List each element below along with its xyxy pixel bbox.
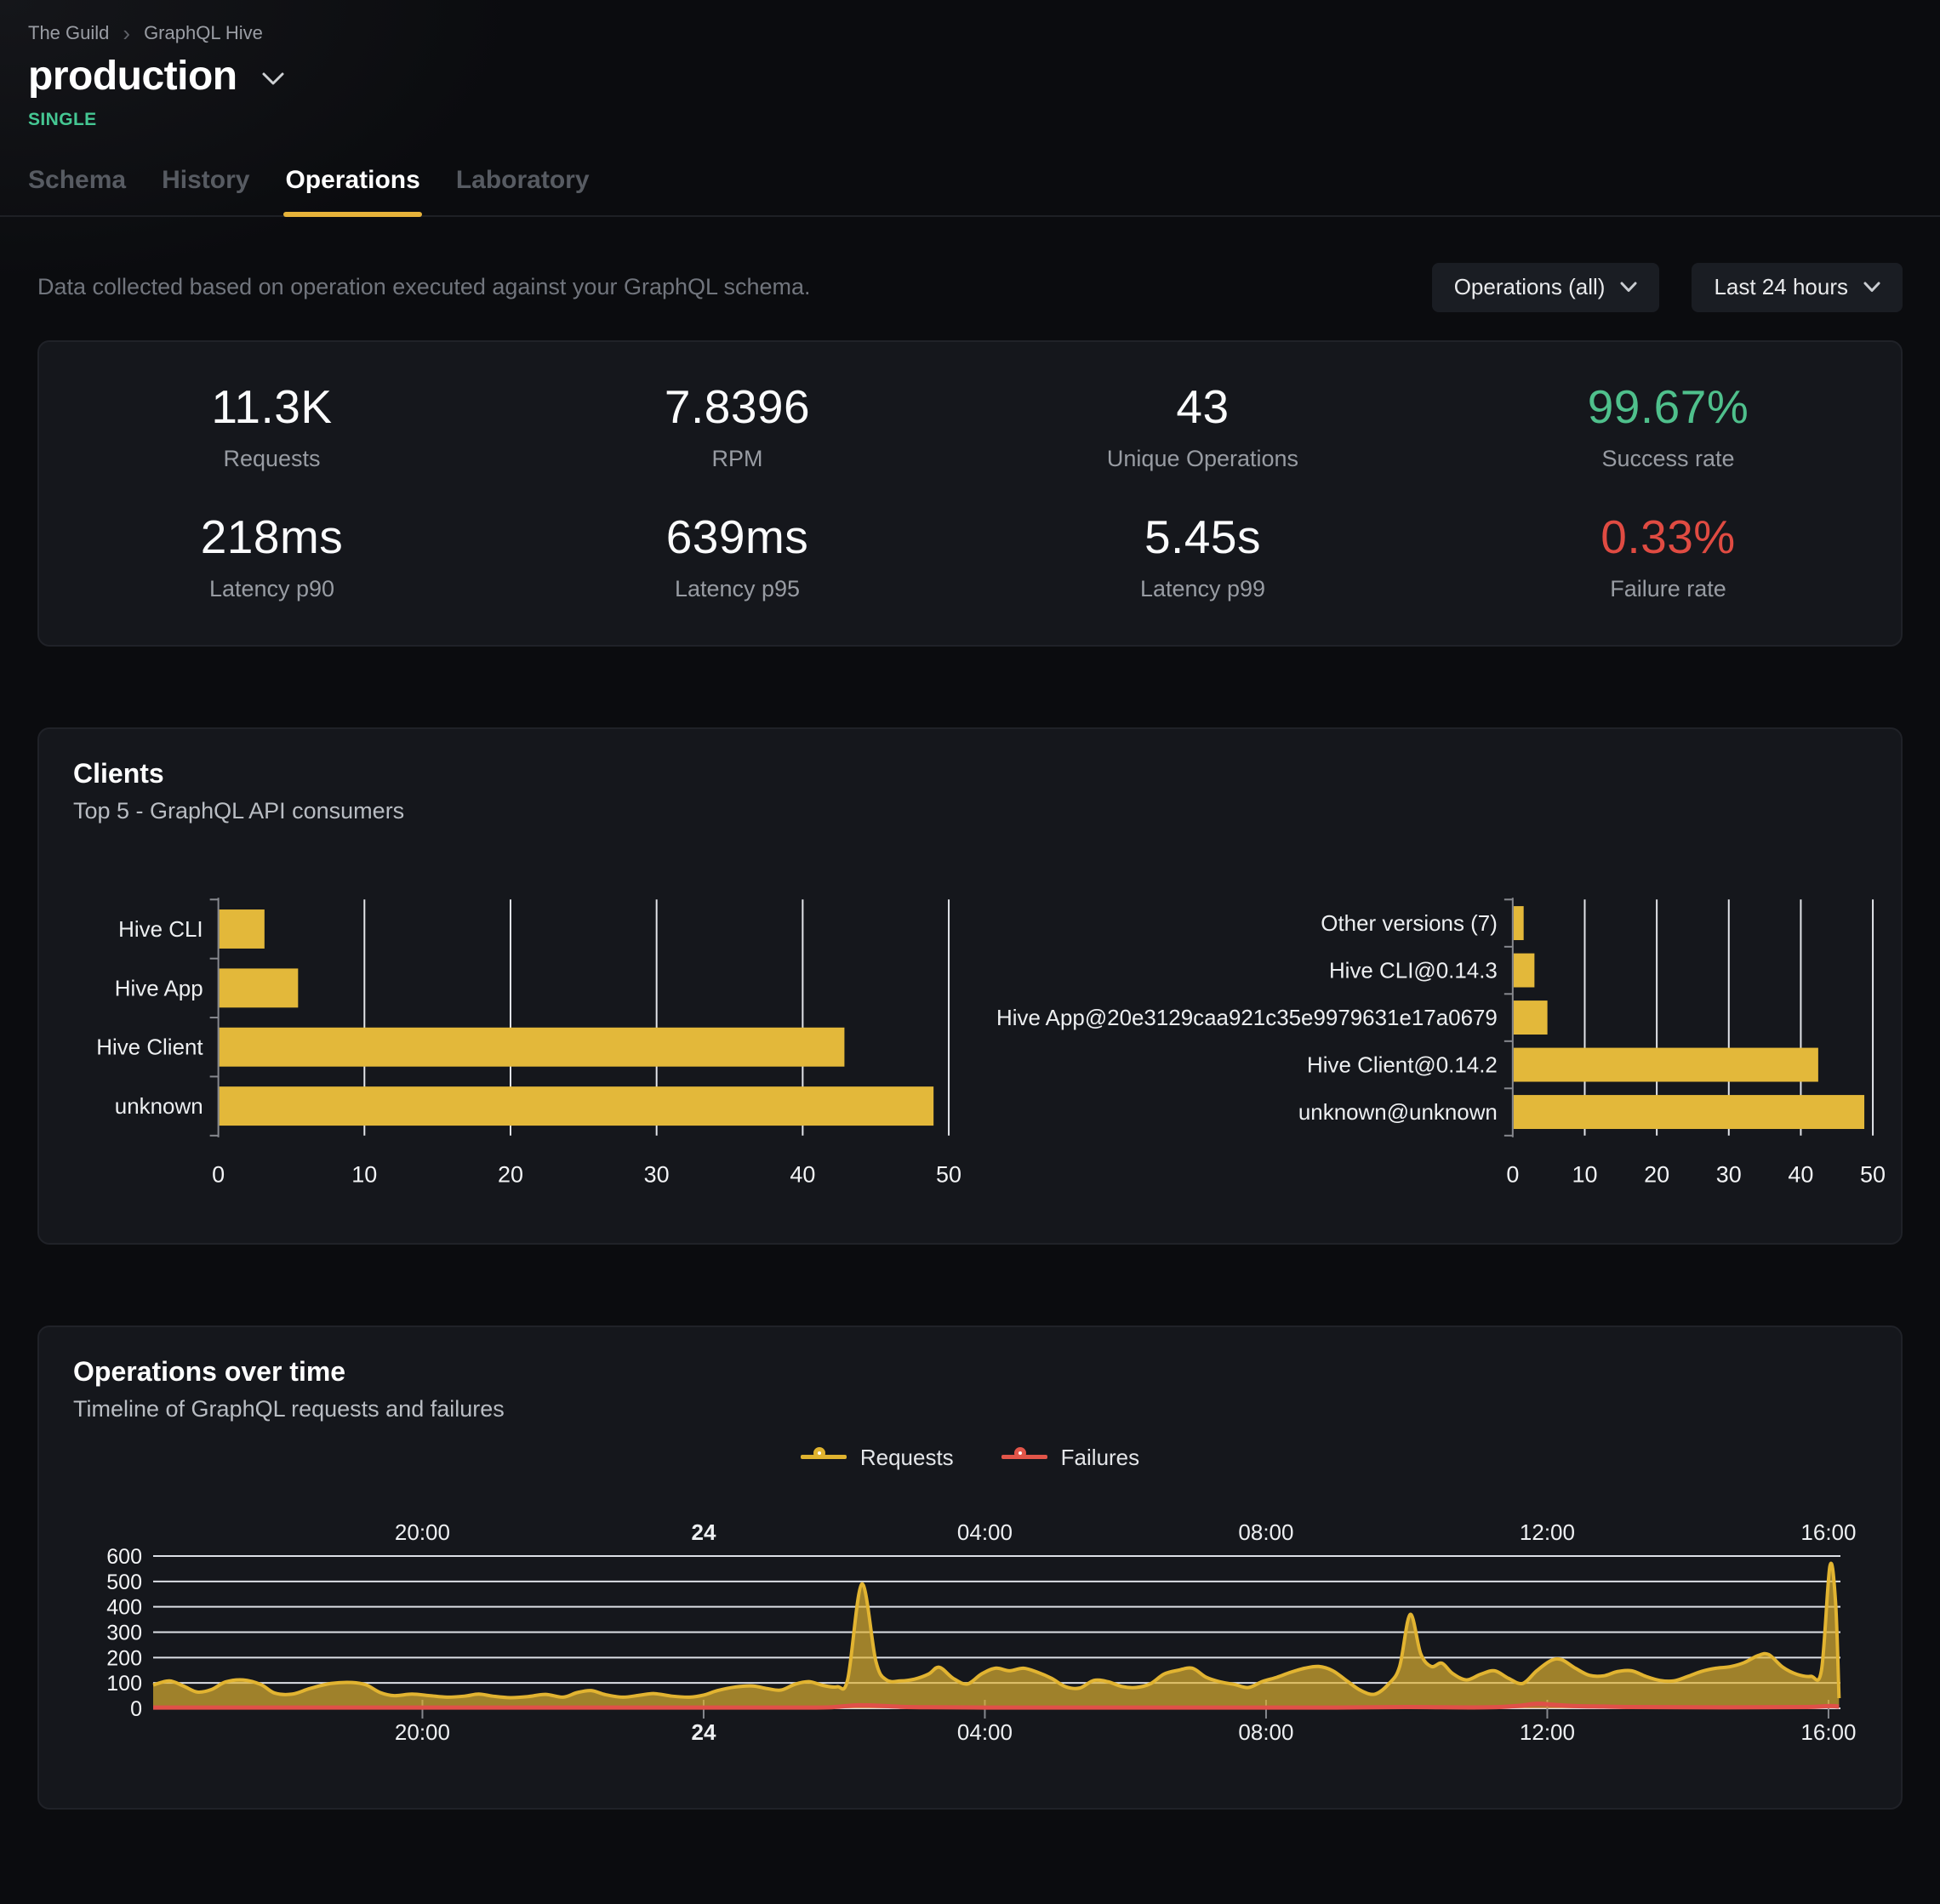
stat-failure-rate: 0.33% Failure rate — [1435, 510, 1901, 602]
svg-text:04:00: 04:00 — [957, 1519, 1013, 1545]
svg-text:0: 0 — [130, 1697, 142, 1721]
tab-operations[interactable]: Operations — [283, 166, 423, 217]
svg-text:04:00: 04:00 — [957, 1719, 1013, 1745]
breadcrumb-separator-icon: › — [123, 20, 131, 46]
period-filter-select[interactable]: Last 24 hours — [1692, 262, 1903, 312]
chevron-down-icon — [1863, 282, 1880, 293]
target-selector-dropdown[interactable] — [261, 71, 285, 87]
stat-label: Failure rate — [1610, 575, 1726, 601]
svg-text:Other versions (7): Other versions (7) — [1321, 912, 1498, 936]
target-type-badge: SINGLE — [28, 109, 97, 129]
stat-label: Latency p95 — [674, 575, 801, 601]
svg-text:Hive CLI@0.14.3: Hive CLI@0.14.3 — [1329, 959, 1498, 983]
clients-card-subtitle: Top 5 - GraphQL API consumers — [73, 797, 405, 824]
page-header: The Guild › GraphQL Hive production SING… — [0, 0, 1940, 130]
svg-text:08:00: 08:00 — [1238, 1719, 1293, 1745]
svg-text:100: 100 — [106, 1672, 142, 1696]
svg-text:500: 500 — [106, 1571, 142, 1594]
legend-item-requests[interactable]: Requests — [800, 1445, 954, 1471]
svg-text:50: 50 — [936, 1161, 961, 1187]
svg-text:200: 200 — [106, 1646, 142, 1670]
page-title: production — [28, 54, 237, 99]
svg-text:Hive Client: Hive Client — [96, 1036, 203, 1060]
stat-value: 639ms — [665, 510, 809, 563]
stat-value: 99.67% — [1587, 379, 1749, 433]
operations-filter-select[interactable]: Operations (all) — [1431, 262, 1660, 312]
stat-label: Latency p99 — [1139, 575, 1266, 601]
svg-text:Hive App: Hive App — [115, 977, 203, 1000]
operations-card-subtitle: Timeline of GraphQL requests and failure… — [73, 1395, 505, 1422]
stat-label: Unique Operations — [1106, 445, 1299, 471]
svg-text:24: 24 — [691, 1519, 716, 1545]
stat-latency-p95: 639ms Latency p95 — [505, 510, 970, 602]
stat-value: 11.3K — [211, 379, 333, 433]
svg-text:16:00: 16:00 — [1800, 1519, 1856, 1545]
svg-text:unknown: unknown — [115, 1095, 203, 1119]
svg-text:50: 50 — [1860, 1161, 1886, 1187]
chevron-down-icon — [262, 72, 284, 85]
failures-series-icon — [1001, 1446, 1047, 1468]
tab-bar: Schema History Operations Laboratory — [0, 130, 1940, 217]
operations-card-title: Operations over time — [73, 1355, 346, 1387]
svg-text:12:00: 12:00 — [1520, 1519, 1575, 1545]
operations-over-time-card: Operations over time Timeline of GraphQL… — [37, 1325, 1903, 1810]
svg-text:400: 400 — [106, 1595, 142, 1619]
timeline-legend: Requests Failures — [39, 1445, 1901, 1471]
svg-text:0: 0 — [1506, 1161, 1519, 1187]
svg-text:Hive Client@0.14.2: Hive Client@0.14.2 — [1307, 1053, 1498, 1077]
svg-text:20:00: 20:00 — [395, 1719, 450, 1745]
svg-text:0: 0 — [212, 1161, 225, 1187]
svg-text:Hive CLI: Hive CLI — [118, 918, 203, 942]
svg-text:10: 10 — [1572, 1161, 1597, 1187]
svg-text:10: 10 — [351, 1161, 377, 1187]
stat-rpm: 7.8396 RPM — [505, 379, 970, 472]
breadcrumb: The Guild › GraphQL Hive — [28, 22, 1903, 44]
requests-series-icon — [800, 1446, 847, 1468]
stat-latency-p99: 5.45s Latency p99 — [970, 510, 1435, 602]
operations-description: Data collected based on operation execut… — [37, 274, 811, 300]
breadcrumb-org-link[interactable]: The Guild — [28, 22, 110, 43]
svg-text:20:00: 20:00 — [395, 1519, 450, 1545]
clients-by-version-bar-chart: 0 10 20 30 40 50 Other versions (7) Hive CLI@0.… — [996, 898, 1886, 1187]
tab-schema[interactable]: Schema — [28, 165, 127, 194]
stat-latency-p90: 218ms Latency p90 — [39, 510, 505, 602]
stat-value: 218ms — [200, 510, 344, 563]
svg-text:Hive App@20e3129caa921c35e9979: Hive App@20e3129caa921c35e9979631e17a067… — [996, 1006, 1498, 1030]
svg-text:24: 24 — [691, 1719, 716, 1745]
svg-text:40: 40 — [790, 1161, 815, 1187]
stat-value: 0.33% — [1600, 510, 1736, 563]
svg-text:20: 20 — [1644, 1161, 1669, 1187]
stat-success-rate: 99.67% Success rate — [1435, 379, 1901, 472]
stat-label: Requests — [223, 445, 321, 471]
svg-text:08:00: 08:00 — [1238, 1519, 1293, 1545]
stat-label: Latency p90 — [208, 575, 335, 601]
svg-text:16:00: 16:00 — [1800, 1719, 1856, 1745]
svg-text:600: 600 — [106, 1545, 142, 1569]
clients-card-title: Clients — [73, 757, 164, 789]
stat-requests: 11.3K Requests — [39, 379, 505, 472]
stat-label: RPM — [711, 445, 763, 471]
stat-value: 5.45s — [1144, 510, 1262, 563]
svg-text:unknown@unknown: unknown@unknown — [1298, 1101, 1498, 1125]
stat-label: Success rate — [1601, 445, 1735, 471]
tab-laboratory[interactable]: Laboratory — [455, 165, 590, 194]
legend-item-failures[interactable]: Failures — [1001, 1445, 1139, 1471]
chevron-down-icon — [1620, 282, 1637, 293]
svg-text:300: 300 — [106, 1621, 142, 1645]
stat-value: 43 — [1176, 379, 1230, 433]
tab-history[interactable]: History — [162, 165, 250, 194]
svg-text:30: 30 — [644, 1161, 670, 1187]
clients-card: Clients Top 5 - GraphQL API consumers 0 1… — [37, 727, 1903, 1245]
stats-overview-card: 11.3K Requests 7.8396 RPM 43 Unique Oper… — [37, 339, 1903, 647]
breadcrumb-project-link[interactable]: GraphQL Hive — [144, 22, 263, 43]
svg-text:12:00: 12:00 — [1520, 1719, 1575, 1745]
clients-by-name-bar-chart: 0 10 20 30 40 50 Hive CLI Hive App Hive Client un… — [96, 898, 961, 1187]
svg-text:40: 40 — [1788, 1161, 1813, 1187]
filters-toolbar: Data collected based on operation execut… — [37, 262, 1903, 312]
svg-text:20: 20 — [498, 1161, 523, 1187]
svg-text:30: 30 — [1716, 1161, 1742, 1187]
stat-unique-operations: 43 Unique Operations — [970, 379, 1435, 472]
stat-value: 7.8396 — [664, 379, 811, 433]
